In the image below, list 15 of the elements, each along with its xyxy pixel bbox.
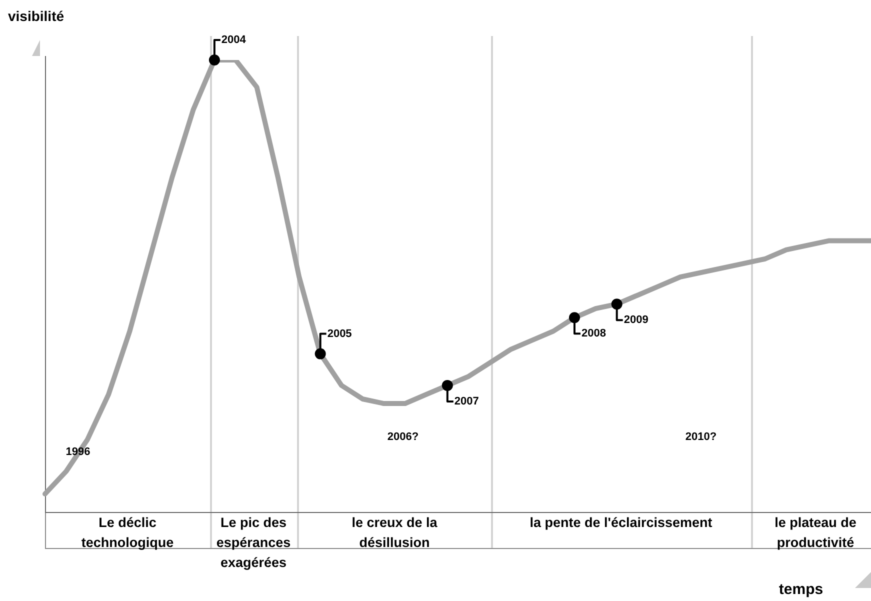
text: temps — [778, 580, 824, 600]
text: Le déclic technologique — [80, 514, 175, 552]
annotation: 1996 — [64, 445, 92, 460]
annotation: 2007 — [454, 395, 479, 408]
text: la pente de l'éclaircissement — [528, 514, 714, 532]
annotation: 2008 — [581, 328, 606, 340]
y-axis-title: visibilité — [8, 8, 64, 24]
text: 2004 — [221, 34, 247, 46]
text: le creux de la désillusion — [350, 514, 438, 552]
annotation: 2005 — [327, 328, 352, 340]
text: Le pic des espérances exagérées — [215, 514, 292, 572]
annotation: 2006? — [386, 430, 420, 445]
text: le plateau de productivité — [774, 514, 858, 552]
annotation: 2009 — [624, 314, 648, 326]
annotation: 2010? — [684, 430, 718, 445]
